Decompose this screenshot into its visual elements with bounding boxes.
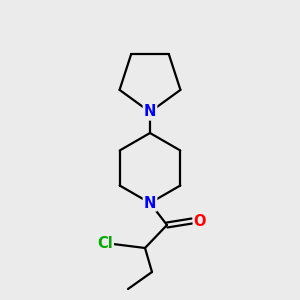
Text: O: O	[194, 214, 206, 229]
Text: N: N	[144, 104, 156, 119]
Text: Cl: Cl	[97, 236, 113, 251]
Text: N: N	[144, 196, 156, 211]
